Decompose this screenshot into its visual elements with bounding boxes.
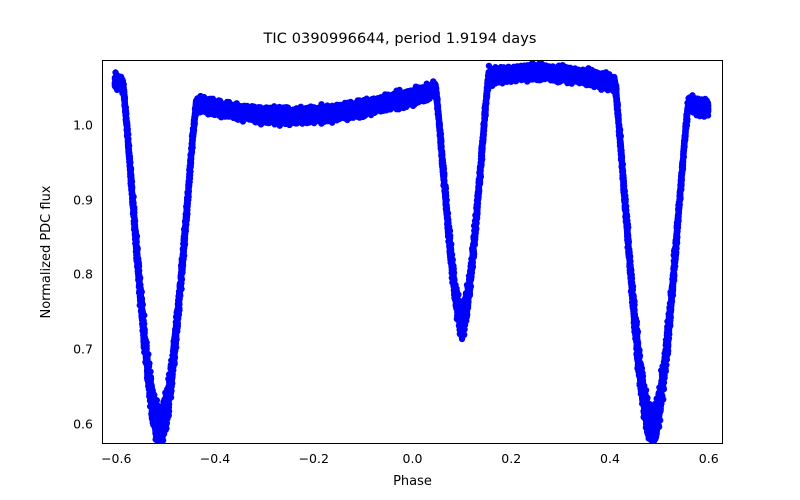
page-title: TIC 0390996644, period 1.9194 days <box>0 31 800 47</box>
x-tick-mark <box>512 443 513 444</box>
x-tick-label: 0.6 <box>699 451 719 466</box>
x-tick-label: −0.2 <box>299 451 329 466</box>
y-tick-mark <box>102 201 103 202</box>
x-tick-mark <box>216 443 217 444</box>
x-tick-mark <box>710 443 711 444</box>
x-tick-mark <box>315 443 316 444</box>
y-tick-mark <box>102 126 103 127</box>
x-tick-label: 0.2 <box>501 451 521 466</box>
plot-area[interactable] <box>102 60 723 444</box>
x-tick-mark <box>414 443 415 444</box>
y-tick-mark <box>102 425 103 426</box>
x-tick-label: −0.6 <box>101 451 131 466</box>
y-tick-label: 0.7 <box>55 342 93 357</box>
data-point-cloud <box>112 61 712 443</box>
x-axis-label: Phase <box>102 474 723 489</box>
x-tick-label: 0.4 <box>600 451 620 466</box>
y-axis-label: Normalized PDC flux <box>38 60 56 444</box>
y-tick-label: 0.8 <box>55 267 93 282</box>
x-tick-label: 0.0 <box>403 451 423 466</box>
x-tick-label: −0.4 <box>200 451 230 466</box>
y-tick-mark <box>102 350 103 351</box>
scatter-plot-points <box>103 61 722 443</box>
x-tick-mark <box>117 443 118 444</box>
y-tick-label: 0.9 <box>55 192 93 207</box>
y-tick-label: 1.0 <box>55 117 93 132</box>
x-tick-mark <box>611 443 612 444</box>
y-tick-mark <box>102 275 103 276</box>
y-tick-label: 0.6 <box>55 417 93 432</box>
